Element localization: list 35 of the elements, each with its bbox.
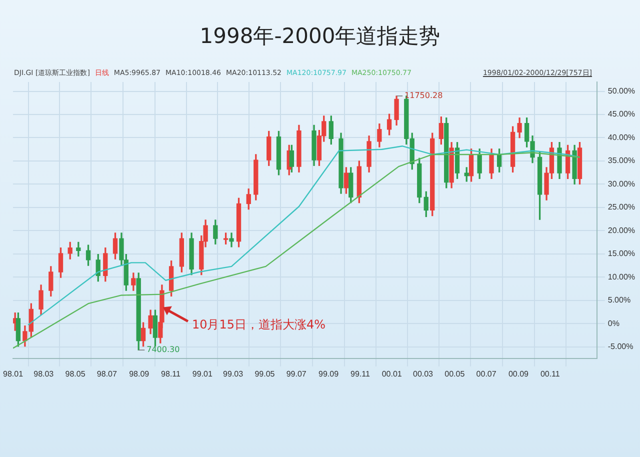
y-tick-label: 25.00% — [608, 202, 636, 212]
y-tick-label: 10.00% — [608, 272, 636, 282]
x-tick-label: 99.05 — [254, 369, 276, 378]
x-tick-label: 99.03 — [223, 369, 244, 378]
x-tick-label: 00.07 — [476, 369, 497, 378]
y-tick-label: 20.00% — [608, 226, 636, 235]
x-tick-label: 99.07 — [286, 369, 307, 378]
x-tick-label: 98.09 — [129, 369, 150, 378]
x-tick-label: 98.03 — [34, 369, 54, 378]
candlestick — [229, 232, 234, 248]
x-tick-label: 98.01 — [2, 369, 24, 378]
y-tick-label: 45.00% — [608, 110, 636, 119]
x-tick-label: 98.11 — [161, 369, 182, 378]
x-tick-label: 00.11 — [540, 369, 560, 378]
x-tick-label: 99.09 — [318, 369, 340, 378]
y-tick-label: 40.00% — [608, 132, 636, 142]
annotation: 11750.28 — [404, 91, 443, 100]
y-tick-label: 30.00% — [608, 179, 636, 188]
y-tick-label: 0% — [608, 318, 620, 328]
x-tick-label: 00.01 — [382, 369, 402, 378]
chart-title: 1998年-2000年道指走势 — [198, 23, 442, 50]
x-tick-label: 00.09 — [508, 369, 530, 378]
x-tick-label: 00.03 — [412, 369, 434, 378]
x-tick-label: 99.01 — [192, 369, 213, 378]
x-tick-label: 99.11 — [350, 369, 370, 378]
x-tick-label: 00.05 — [444, 369, 466, 378]
y-tick-label: -5.00% — [608, 342, 634, 351]
y-tick-label: 35.00% — [608, 156, 636, 166]
y-tick-label: 5.00% — [608, 296, 631, 305]
annotation: 10月15日，道指大涨4% — [192, 317, 326, 332]
x-tick-label: 98.07 — [96, 369, 118, 378]
y-tick-label: 50.00% — [608, 86, 636, 96]
annotation: 7400.30 — [146, 345, 180, 354]
x-tick-label: 98.05 — [65, 369, 86, 378]
y-tick-label: 15.00% — [608, 249, 636, 258]
